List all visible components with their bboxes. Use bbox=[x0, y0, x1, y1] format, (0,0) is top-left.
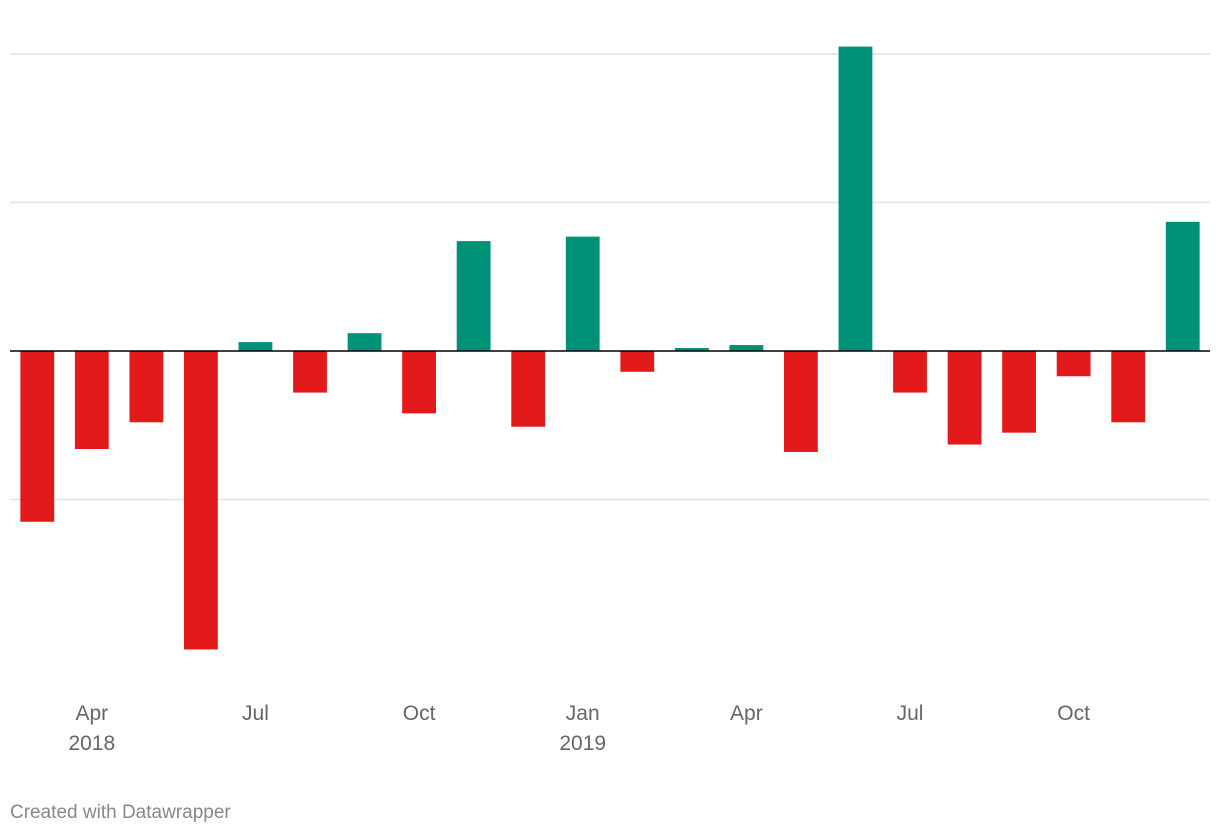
x-tick-year-label: 2019 bbox=[559, 732, 606, 755]
bar-2019-07 bbox=[893, 351, 927, 393]
bars bbox=[20, 46, 1200, 650]
x-tick-label: Oct bbox=[403, 702, 436, 725]
x-tick-label: Apr bbox=[730, 702, 763, 725]
bar-2018-04 bbox=[74, 351, 109, 450]
bar-chart: Apr 2018 Jul Oct Jan 2019 Apr Jul Oct bbox=[10, 46, 1210, 755]
bar-2019-02 bbox=[620, 351, 655, 372]
bar-2019-06 bbox=[838, 46, 873, 351]
bar-2019-04 bbox=[729, 345, 764, 351]
bar-2019-05 bbox=[784, 351, 818, 452]
x-tick-label: Jul bbox=[242, 702, 269, 725]
x-tick-label: Jul bbox=[897, 702, 924, 725]
x-tick-label: Jan bbox=[566, 702, 600, 725]
bar-2018-11 bbox=[456, 241, 491, 351]
bar-2018-05 bbox=[129, 351, 164, 423]
bar-2018-07 bbox=[238, 342, 273, 351]
x-axis-tick-labels: Apr 2018 Jul Oct Jan 2019 Apr Jul Oct bbox=[68, 702, 1090, 755]
bar-2018-08 bbox=[293, 351, 327, 393]
x-tick-label: Apr bbox=[75, 702, 108, 725]
bar-2018-12 bbox=[511, 351, 546, 427]
bar-2018-03 bbox=[20, 351, 55, 522]
x-tick-label: Oct bbox=[1057, 702, 1090, 725]
bar-2019-09 bbox=[1002, 351, 1036, 433]
bar-2019-08 bbox=[947, 351, 982, 445]
bar-2019-10 bbox=[1056, 351, 1091, 377]
bar-2019-03 bbox=[674, 348, 709, 351]
x-tick-year-label: 2018 bbox=[68, 732, 115, 755]
bar-2019-01 bbox=[565, 236, 600, 351]
credit-text: Created with Datawrapper bbox=[10, 802, 231, 823]
bar-2019-12 bbox=[1165, 221, 1200, 351]
bar-2018-10 bbox=[402, 351, 436, 414]
bar-2019-11 bbox=[1111, 351, 1146, 423]
bar-2018-09 bbox=[347, 333, 382, 351]
bar-2018-06 bbox=[184, 351, 218, 650]
